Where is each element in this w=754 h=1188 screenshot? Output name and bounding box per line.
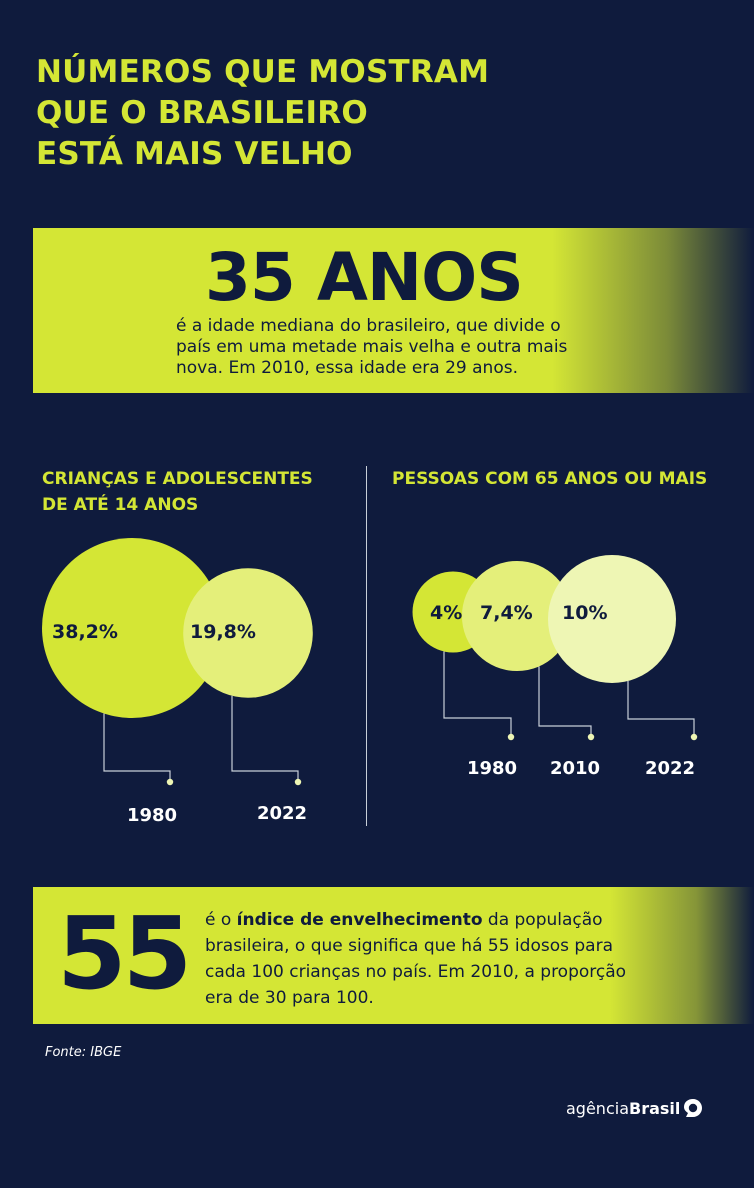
logo-text-regular: agência — [566, 1098, 629, 1118]
elderly-dot-2010 — [587, 733, 595, 741]
elderly-connector-1980 — [443, 651, 512, 737]
description-line: nova. Em 2010, essa idade era 29 anos. — [176, 358, 518, 378]
elderly-bubble-2022 — [548, 555, 676, 683]
text-span: é o — [205, 910, 237, 930]
children-heading-line: DE ATÉ 14 ANOS — [42, 495, 199, 515]
description-line: brasileira, o que significa que há 55 id… — [205, 936, 613, 956]
children-dot-1980 — [166, 778, 174, 786]
median-age-number: 35 ANOS — [205, 239, 524, 316]
description-line: era de 30 para 100. — [205, 988, 374, 1008]
children-year-label-2022: 2022 — [257, 803, 307, 824]
elderly-bubble-2010 — [461, 560, 573, 672]
children-heading: CRIANÇAS E ADOLESCENTES DE ATÉ 14 ANOS — [42, 466, 313, 518]
section-divider — [366, 466, 367, 826]
children-connector-2022 — [231, 695, 299, 782]
children-dot-2022 — [294, 778, 302, 786]
median-age-description: é a idade mediana do brasileiro, que div… — [176, 316, 596, 379]
bold-term: índice de envelhecimento — [236, 910, 483, 930]
elderly-dot-1980 — [507, 733, 515, 741]
description-line: país em uma metade mais velha e outra ma… — [176, 337, 568, 357]
children-bubble-2022 — [183, 568, 313, 698]
median-age-banner: 35 ANOS é a idade mediana do brasileiro,… — [33, 228, 754, 393]
bubble-charts: 1980 38,2% 2022 19,8% 1980 4% 2010 7,4% 2022 10% — [42, 538, 698, 826]
source-note: Fonte: IBGE — [45, 1045, 122, 1060]
elderly-year-label-1980: 1980 — [467, 758, 517, 779]
children-heading-line: CRIANÇAS E ADOLESCENTES — [42, 469, 313, 489]
children-year-label-1980: 1980 — [127, 805, 177, 826]
page-title: NÚMEROS QUE MOSTRAM QUE O BRASILEIRO EST… — [36, 52, 596, 175]
description-line: é o índice de envelhecimento da populaçã… — [205, 907, 705, 933]
children-value-label-2022: 19,8% — [190, 621, 256, 643]
title-line: QUE O BRASILEIRO — [36, 95, 368, 131]
agencia-brasil-logo: agência Brasil — [566, 1097, 704, 1119]
children-connector-1980 — [103, 713, 171, 782]
description-line: é a idade mediana do brasileiro, que div… — [176, 316, 561, 336]
elderly-connector-2022 — [627, 680, 695, 737]
elderly-heading: PESSOAS COM 65 ANOS OU MAIS — [392, 469, 708, 489]
title-line: ESTÁ MAIS VELHO — [36, 136, 353, 172]
children-value-label-1980: 38,2% — [52, 621, 118, 643]
elderly-year-label-2010: 2010 — [550, 758, 600, 779]
logo-icon — [684, 1099, 703, 1117]
elderly-value-label-2022: 10% — [562, 602, 607, 624]
aging-index-number: 55 — [57, 895, 192, 1012]
description-line: cada 100 crianças no país. Em 2010, a pr… — [205, 962, 627, 982]
text-span: da população — [482, 910, 603, 930]
elderly-connector-2010 — [538, 666, 592, 737]
elderly-dot-2022 — [690, 733, 698, 741]
children-bubble-1980 — [42, 538, 222, 718]
title-line: NÚMEROS QUE MOSTRAM — [36, 54, 490, 90]
aging-index-description: é o índice de envelhecimento da populaçã… — [205, 907, 705, 1011]
elderly-value-label-2010: 7,4% — [480, 602, 533, 624]
elderly-value-label-1980: 4% — [430, 602, 462, 624]
elderly-year-label-2022: 2022 — [645, 758, 695, 779]
aging-index-banner: 55 é o índice de envelhecimento da popul… — [33, 887, 754, 1024]
logo-text-bold: Brasil — [629, 1098, 681, 1118]
